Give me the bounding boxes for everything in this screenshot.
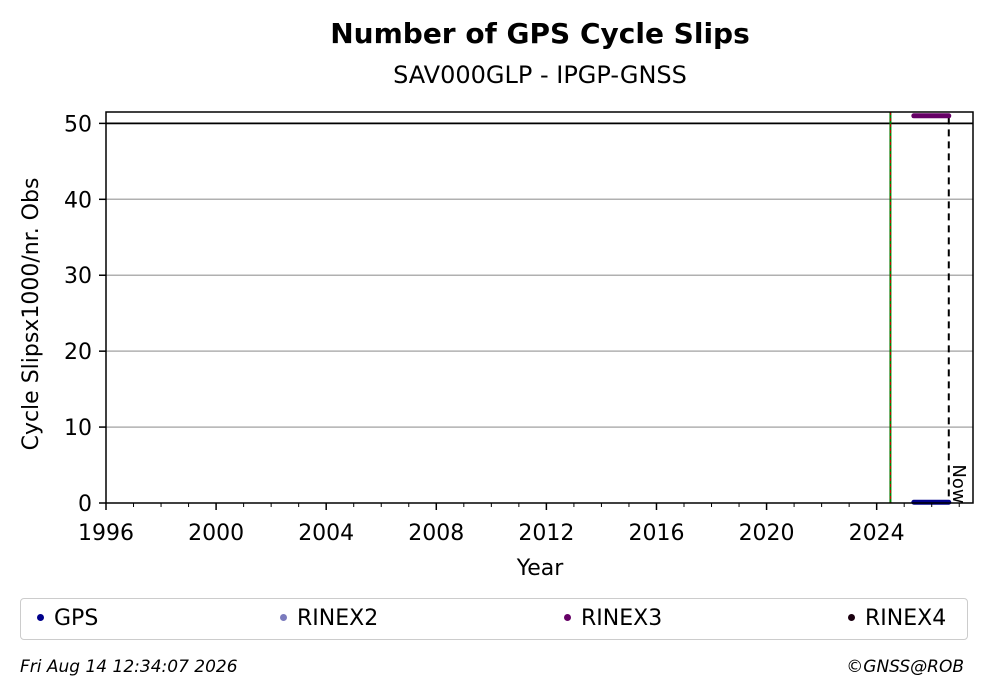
y-tick-label: 10 bbox=[64, 416, 92, 441]
y-tick-label: 50 bbox=[64, 112, 92, 137]
footer-timestamp: Fri Aug 14 12:34:07 2026 bbox=[20, 657, 238, 677]
series-marks bbox=[911, 113, 952, 505]
legend-item-rinex4: RINEX4 bbox=[848, 599, 946, 641]
legend-item-rinex2: RINEX2 bbox=[280, 599, 378, 641]
x-tick-label: 2024 bbox=[849, 521, 905, 546]
y-tick-label: 30 bbox=[64, 264, 92, 289]
x-tick-label: 2016 bbox=[628, 521, 684, 546]
x-tick-label: 2004 bbox=[298, 521, 354, 546]
chart-title: Number of GPS Cycle Slips bbox=[330, 17, 750, 50]
x-tick-label: 2012 bbox=[518, 521, 574, 546]
chart-subtitle: SAV000GLP - IPGP-GNSS bbox=[393, 61, 687, 89]
y-tick-label: 0 bbox=[78, 492, 92, 517]
now-label: Now bbox=[948, 464, 969, 503]
x-tick-label: 2008 bbox=[408, 521, 464, 546]
x-tick-label: 2020 bbox=[739, 521, 795, 546]
legend-marker-rinex2 bbox=[280, 613, 287, 621]
legend-label-rinex2: RINEX2 bbox=[297, 606, 379, 631]
legend-label-rinex4: RINEX4 bbox=[865, 606, 947, 631]
y-tick-label: 40 bbox=[64, 188, 92, 213]
x-tick-label: 1996 bbox=[78, 521, 134, 546]
plot-area-frame bbox=[105, 111, 974, 504]
reference-lines bbox=[106, 112, 973, 503]
y-tick-label: 20 bbox=[64, 340, 92, 365]
axes: 0 10 20 30 40 50 1996 2000 2004 2008 2012 2016 2020 2… bbox=[64, 112, 960, 546]
legend-item-rinex3: RINEX3 bbox=[564, 599, 662, 641]
grid-lines bbox=[106, 122, 973, 428]
legend-marker-rinex4 bbox=[848, 613, 855, 621]
legend-label-rinex3: RINEX3 bbox=[581, 606, 663, 631]
legend: GPS RINEX2 RINEX3 RINEX4 bbox=[20, 598, 968, 640]
x-tick-label: 2000 bbox=[188, 521, 244, 546]
x-axis-label: Year bbox=[516, 556, 565, 581]
footer-credit: ©GNSS@ROB bbox=[846, 657, 964, 677]
legend-item-gps: GPS bbox=[37, 599, 98, 641]
legend-marker-rinex3 bbox=[564, 613, 571, 621]
y-axis-label: Cycle Slipsx1000/nr. Obs bbox=[19, 178, 44, 451]
legend-label-gps: GPS bbox=[54, 606, 99, 631]
legend-marker-gps bbox=[37, 613, 44, 621]
